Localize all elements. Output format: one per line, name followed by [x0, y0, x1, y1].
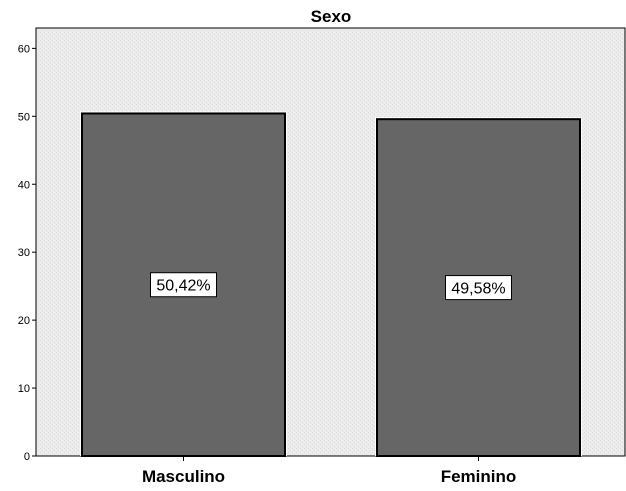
data-label-box	[445, 275, 512, 301]
y-axis: 0 10 20 30 40 50 60	[18, 43, 36, 463]
data-label-box	[150, 272, 217, 298]
y-tick-label: 50	[18, 111, 30, 123]
data-label: 50,42%	[156, 278, 210, 295]
x-tick-label: Masculino	[142, 467, 225, 486]
chart-title: Sexo	[311, 7, 352, 26]
y-tick-label: 30	[18, 247, 30, 259]
y-tick-label: 0	[24, 451, 30, 463]
bars: 50,42% 49,58%	[80, 111, 582, 457]
y-tick-label: 40	[18, 179, 30, 191]
y-tick-label: 60	[18, 43, 30, 55]
y-tick-label: 20	[18, 315, 30, 327]
x-tick-label: Feminino	[441, 467, 517, 486]
y-tick-label: 10	[18, 383, 30, 395]
data-label: 49,58%	[451, 281, 505, 298]
x-axis: Masculino Feminino	[142, 456, 516, 486]
